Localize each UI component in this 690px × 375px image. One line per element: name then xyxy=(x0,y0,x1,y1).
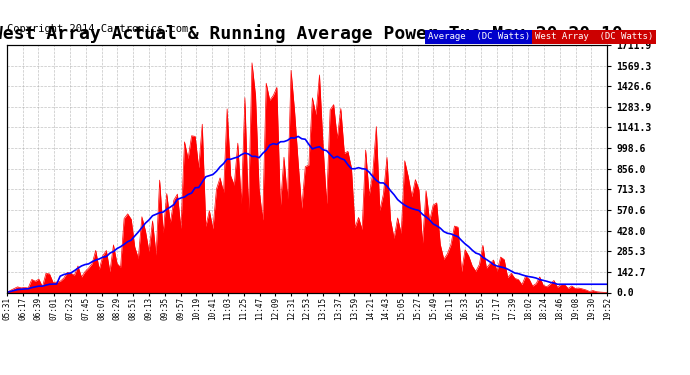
Text: Copyright 2014 Cartronics.com: Copyright 2014 Cartronics.com xyxy=(7,24,188,34)
Text: Average  (DC Watts): Average (DC Watts) xyxy=(428,32,530,41)
Title: West Array Actual & Running Average Power Tue May 20 20:10: West Array Actual & Running Average Powe… xyxy=(0,24,622,44)
Text: West Array  (DC Watts): West Array (DC Watts) xyxy=(535,32,653,41)
